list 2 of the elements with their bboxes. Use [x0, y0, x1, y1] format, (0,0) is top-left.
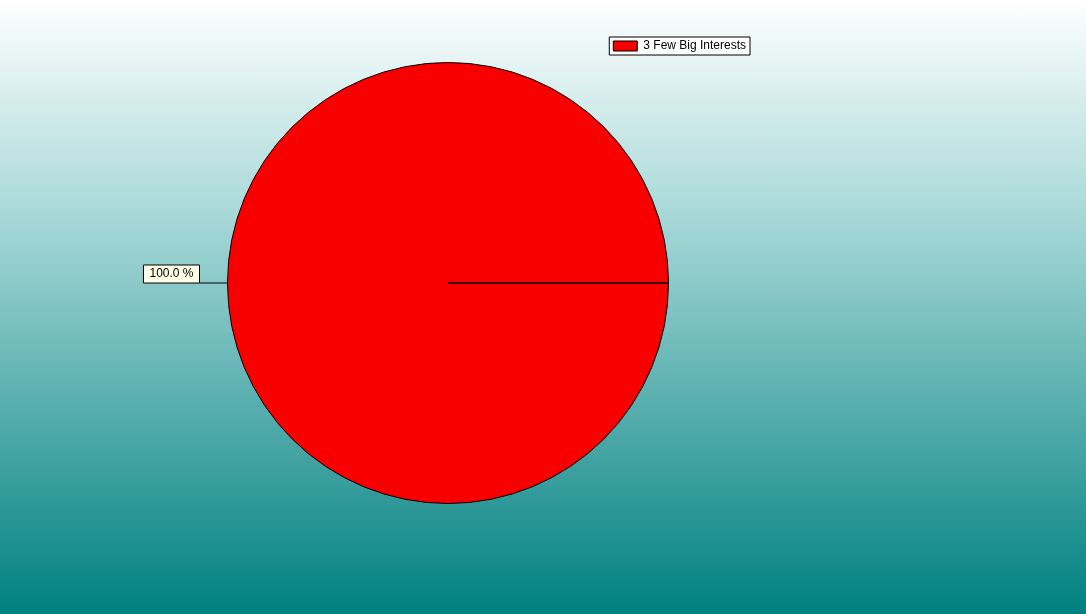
- legend-label: 3 Few Big Interests: [643, 38, 747, 53]
- data-label: 100.0 %: [149, 266, 194, 281]
